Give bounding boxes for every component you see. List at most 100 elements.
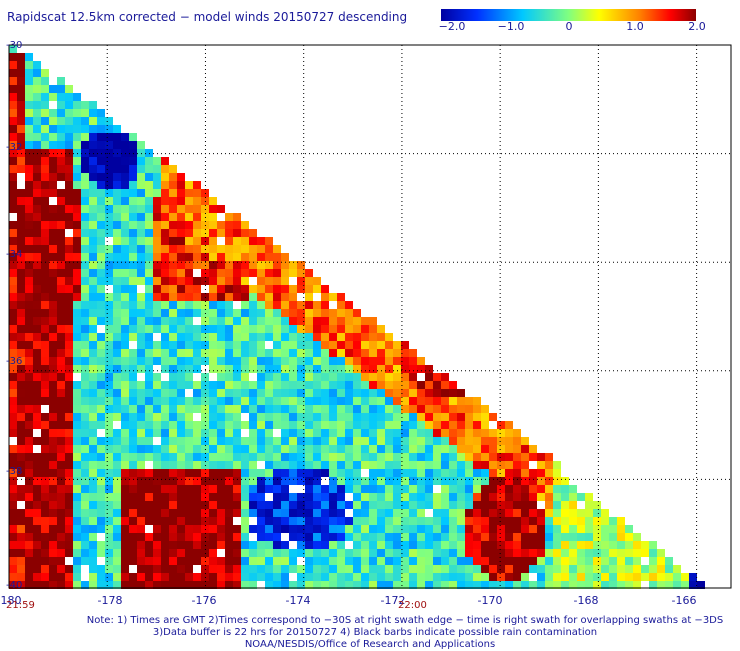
swath-cell: [25, 253, 33, 261]
swath-cell: [33, 373, 41, 381]
swath-cell: [97, 157, 105, 165]
swath-cell: [265, 397, 273, 405]
swath-cell: [25, 421, 33, 429]
swath-cell: [121, 461, 129, 469]
swath-cell: [129, 277, 137, 285]
swath-cell: [505, 549, 513, 557]
swath-cell: [401, 493, 409, 501]
swath-cell: [113, 557, 121, 565]
swath-cell: [537, 469, 545, 477]
swath-cell: [49, 77, 57, 85]
swath-cell: [273, 381, 281, 389]
swath-cell: [105, 149, 113, 157]
swath-cell: [273, 245, 281, 253]
swath-cell: [377, 525, 385, 533]
swath-cell: [457, 445, 465, 453]
swath-cell: [65, 445, 73, 453]
swath-cell: [145, 381, 153, 389]
swath-cell: [65, 573, 73, 581]
swath-cell: [377, 405, 385, 413]
swath-cell: [9, 293, 17, 301]
swath-cell: [113, 469, 121, 477]
swath-cell: [153, 429, 161, 437]
swath-cell: [129, 509, 137, 517]
swath-cell: [345, 581, 353, 589]
swath-cell: [673, 565, 681, 573]
swath-cell: [217, 477, 225, 485]
swath-cell: [457, 525, 465, 533]
swath-cell: [217, 309, 225, 317]
swath-cell: [385, 533, 393, 541]
swath-cell: [361, 405, 369, 413]
swath-cell: [449, 509, 457, 517]
swath-cell: [161, 389, 169, 397]
swath-cell: [137, 557, 145, 565]
swath-cell: [481, 437, 489, 445]
swath-cell: [401, 413, 409, 421]
swath-cell: [593, 533, 601, 541]
swath-cell: [193, 189, 201, 197]
swath-cell: [169, 533, 177, 541]
swath-cell: [145, 213, 153, 221]
swath-cell: [249, 301, 257, 309]
swath-cell: [449, 429, 457, 437]
swath-cell: [369, 413, 377, 421]
lat-label-36: -36: [6, 356, 23, 367]
swath-cell: [641, 581, 649, 589]
swath-cell: [225, 269, 233, 277]
swath-cell: [289, 533, 297, 541]
swath-cell: [473, 517, 481, 525]
swath-cell: [329, 509, 337, 517]
swath-cell: [145, 437, 153, 445]
swath-cell: [449, 437, 457, 445]
swath-cell: [209, 381, 217, 389]
swath-cell: [161, 333, 169, 341]
swath-cell: [25, 373, 33, 381]
swath-cell: [169, 349, 177, 357]
swath-cell: [361, 541, 369, 549]
swath-cell: [217, 357, 225, 365]
swath-cell: [161, 293, 169, 301]
swath-cell: [137, 437, 145, 445]
swath-cell: [153, 221, 161, 229]
swath-cell: [337, 381, 345, 389]
swath-cell: [121, 189, 129, 197]
swath-cell: [161, 533, 169, 541]
swath-cell: [465, 525, 473, 533]
swath-cell: [33, 221, 41, 229]
swath-cell: [481, 413, 489, 421]
swath-cell: [513, 501, 521, 509]
swath-cell: [225, 413, 233, 421]
swath-cell: [401, 461, 409, 469]
swath-cell: [521, 453, 529, 461]
swath-cell: [281, 365, 289, 373]
swath-cell: [401, 445, 409, 453]
swath-cell: [121, 469, 129, 477]
swath-cell: [89, 381, 97, 389]
swath-cell: [65, 509, 73, 517]
swath-cell: [105, 525, 113, 533]
swath-cell: [193, 453, 201, 461]
swath-cell: [97, 533, 105, 541]
swath-cell: [425, 525, 433, 533]
swath-cell: [169, 173, 177, 181]
swath-cell: [169, 181, 177, 189]
swath-cell: [49, 357, 57, 365]
swath-cell: [17, 453, 25, 461]
swath-cell: [97, 317, 105, 325]
swath-cell: [25, 485, 33, 493]
swath-cell: [505, 573, 513, 581]
swath-cell: [409, 565, 417, 573]
swath-cell: [529, 581, 537, 589]
swath-cell: [145, 405, 153, 413]
swath-cell: [161, 357, 169, 365]
swath-cell: [481, 557, 489, 565]
swath-cell: [41, 229, 49, 237]
swath-cell: [33, 325, 41, 333]
swath-cell: [185, 485, 193, 493]
swath-cell: [569, 501, 577, 509]
swath-cell: [385, 405, 393, 413]
swath-cell: [257, 525, 265, 533]
swath-cell: [225, 477, 233, 485]
swath-cell: [433, 461, 441, 469]
